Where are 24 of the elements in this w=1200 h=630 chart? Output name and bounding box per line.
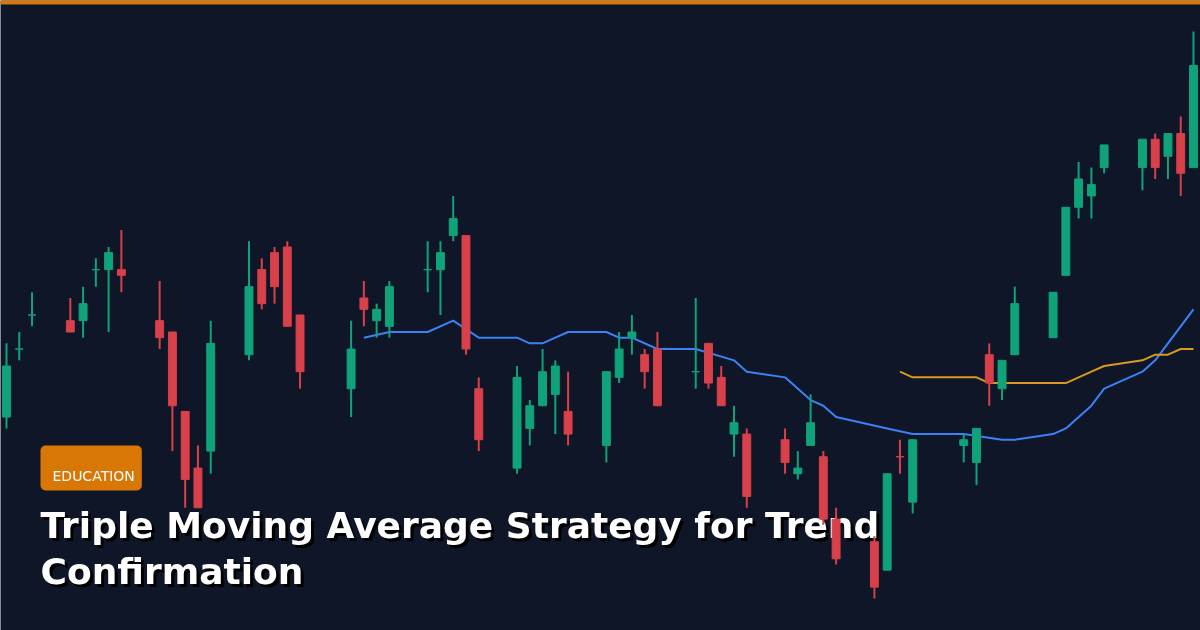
candlestick <box>27 291 37 328</box>
candlestick <box>104 245 114 334</box>
candlestick <box>640 348 650 390</box>
candlestick <box>806 393 816 447</box>
candlestick <box>448 194 458 243</box>
candlestick <box>780 427 790 475</box>
candlestick <box>155 279 165 351</box>
candlestick <box>65 296 75 334</box>
candlestick <box>1099 143 1109 175</box>
candlestick <box>1163 132 1173 180</box>
candlestick <box>627 314 637 356</box>
candlestick <box>78 285 88 339</box>
candlestick <box>563 370 573 447</box>
candlestick <box>116 228 126 294</box>
candlestick <box>14 331 24 362</box>
candlestick <box>959 433 969 464</box>
candlestick <box>729 404 739 458</box>
candlestick <box>1086 166 1096 220</box>
candlestick <box>435 240 445 316</box>
text: EDUCATION <box>52 467 135 484</box>
candlestick <box>525 399 535 447</box>
candlestick <box>359 279 369 328</box>
candlestick <box>372 302 382 339</box>
candlestick <box>793 450 803 481</box>
